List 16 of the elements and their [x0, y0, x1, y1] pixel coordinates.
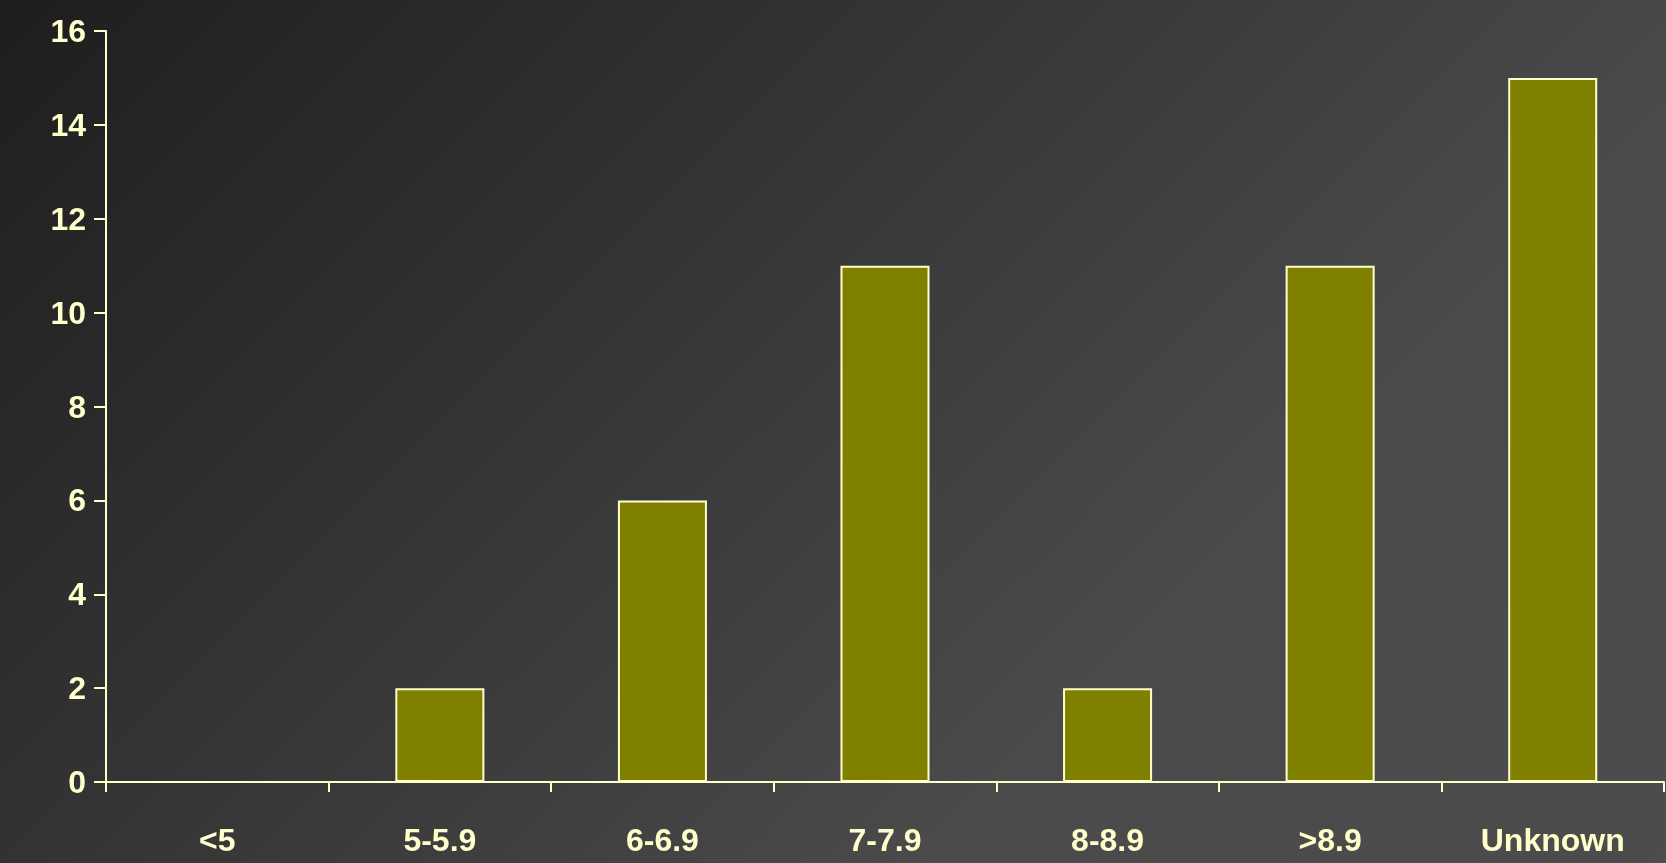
y-tick-label: 16 [50, 13, 86, 49]
x-tick-label: 7-7.9 [848, 822, 922, 858]
x-tick-label: Unknown [1480, 822, 1625, 858]
x-tick-label: >8.9 [1298, 822, 1362, 858]
x-tick-label: 8-8.9 [1071, 822, 1145, 858]
x-tick-label: 5-5.9 [403, 822, 477, 858]
y-tick-label: 4 [68, 576, 87, 613]
x-tick-label: 6-6.9 [625, 822, 699, 858]
y-tick-label: 8 [68, 388, 86, 425]
y-tick-label: 2 [68, 670, 86, 707]
y-tick-label: 6 [68, 482, 86, 519]
y-tick-label: 12 [50, 200, 86, 237]
y-tick-label: 14 [50, 106, 87, 143]
x-tick-label: <5 [199, 822, 236, 858]
y-tick-label: 10 [50, 294, 86, 331]
y-tick-label: 0 [68, 764, 86, 800]
